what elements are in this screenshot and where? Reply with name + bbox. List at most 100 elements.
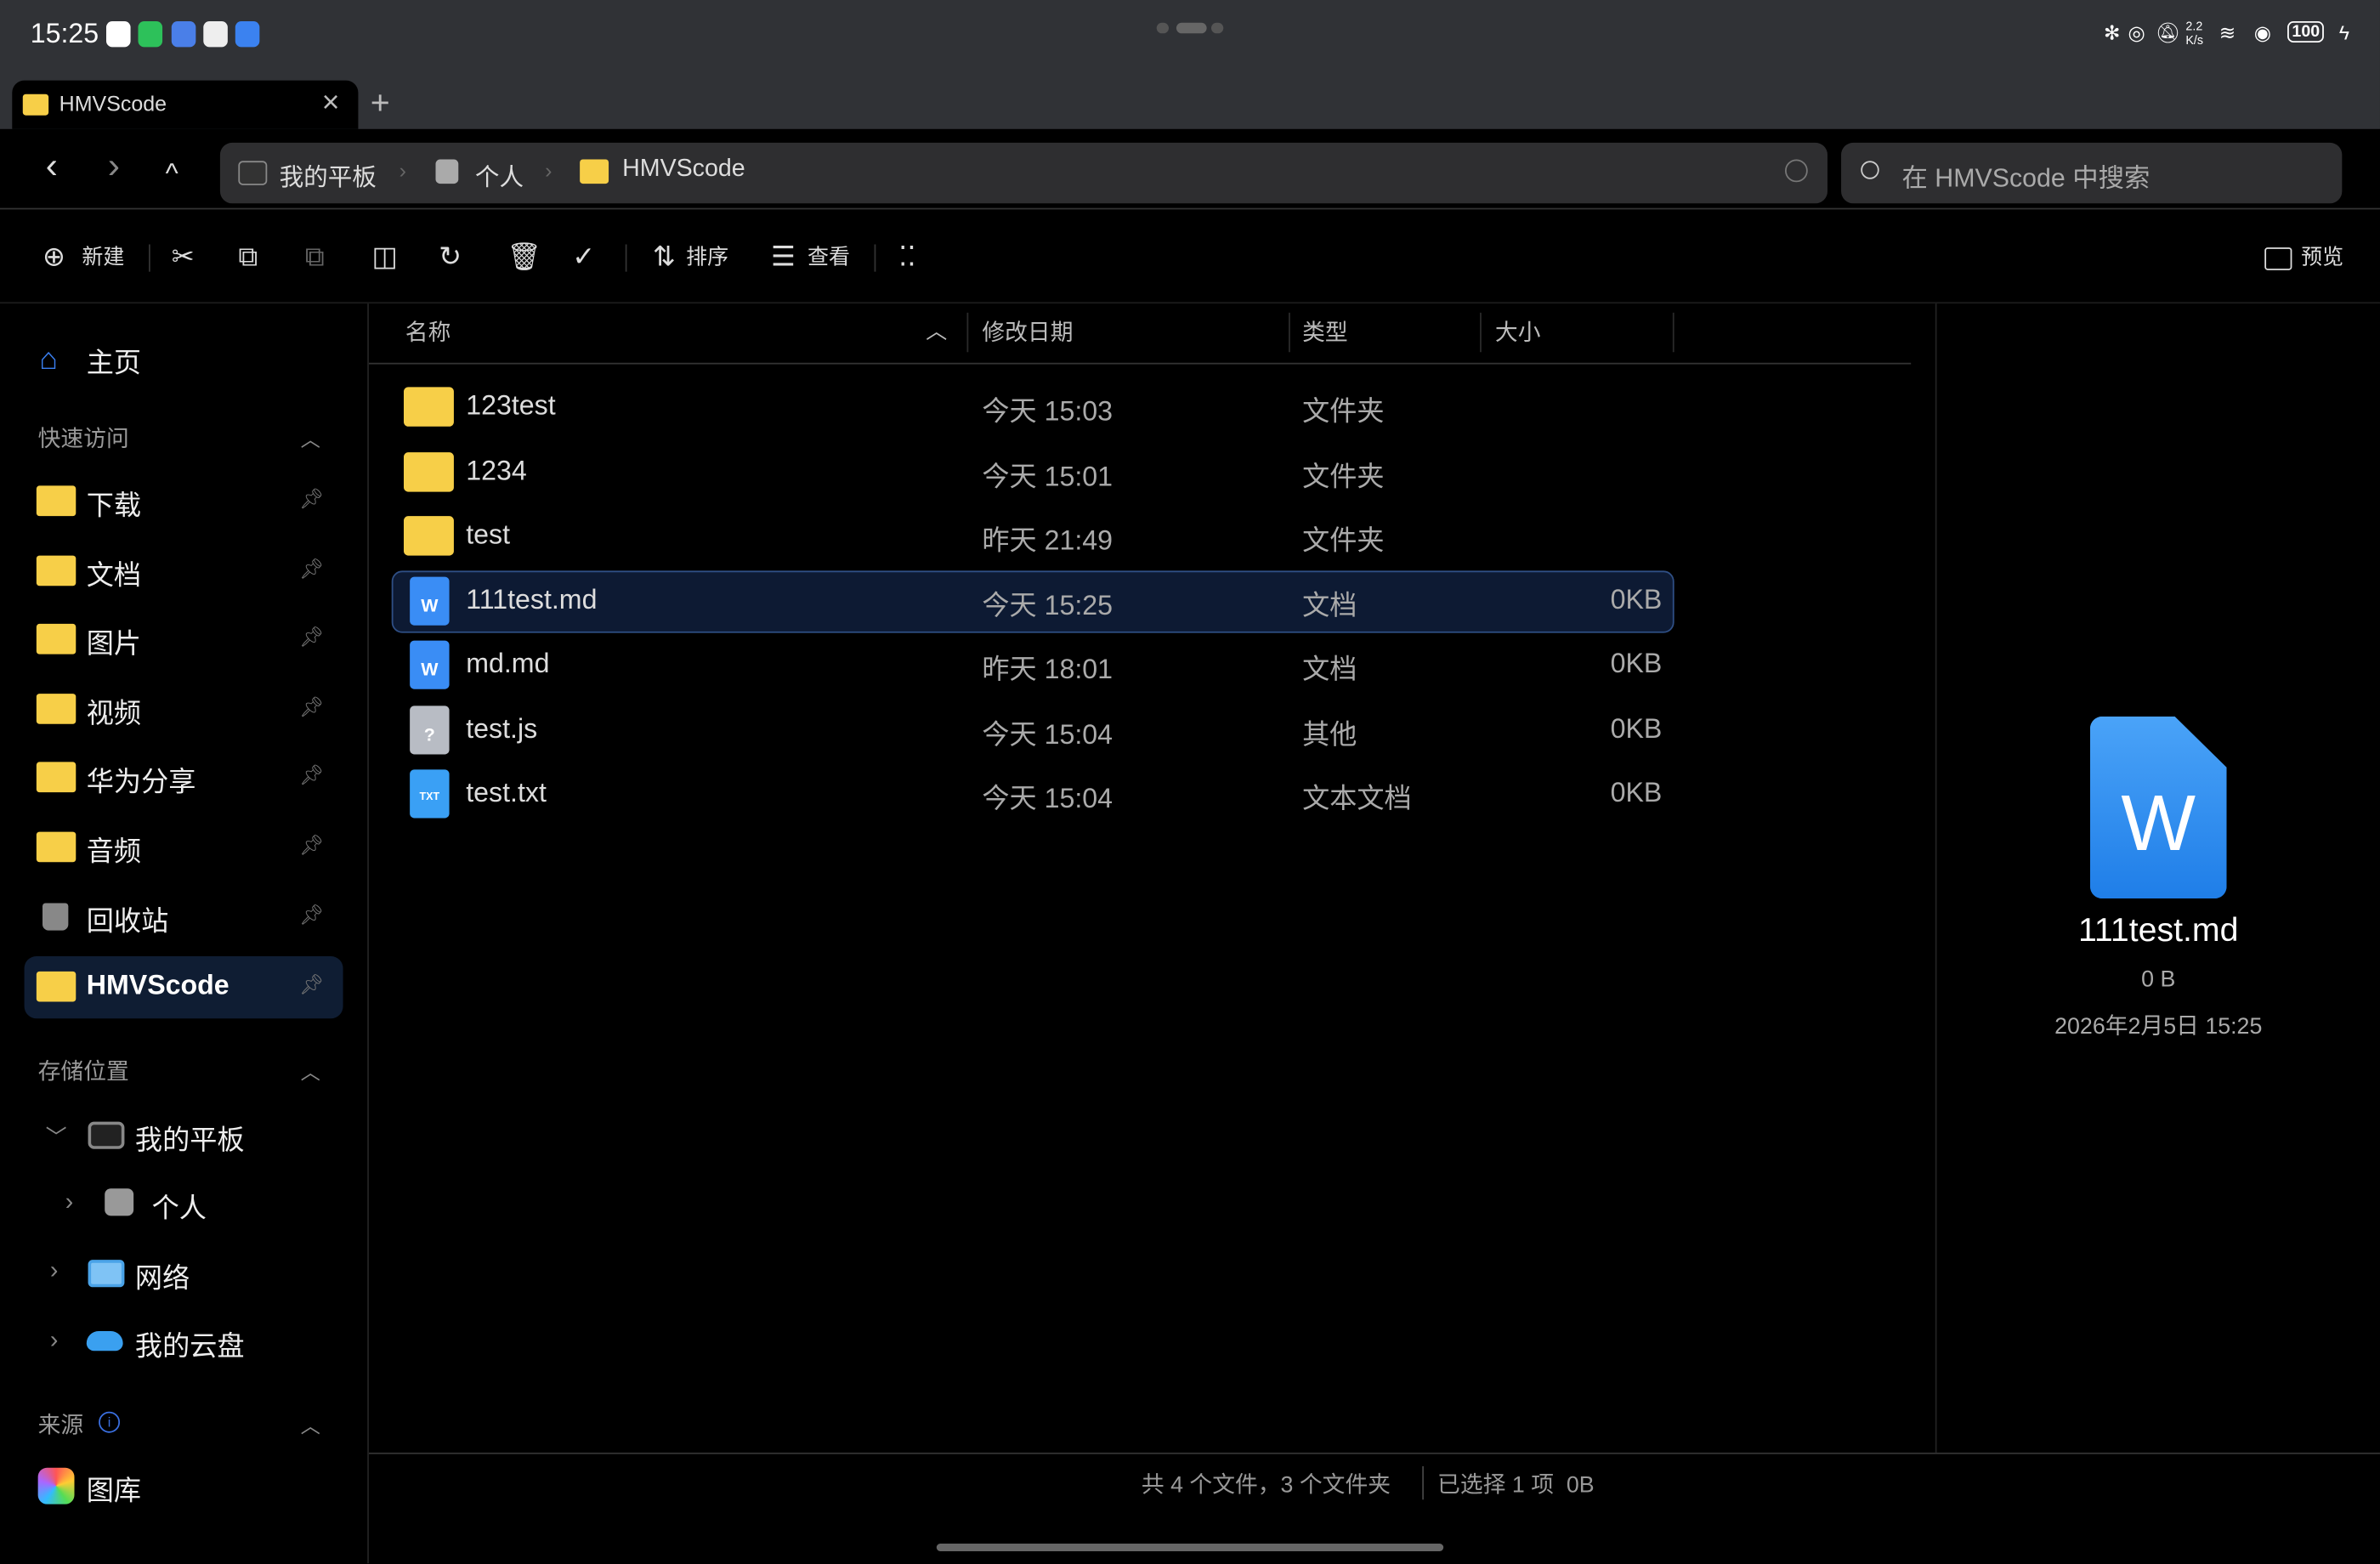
pin-icon[interactable]: 📌︎ [298, 557, 325, 581]
sidebar-item-quick[interactable]: HMVScode [86, 970, 230, 1000]
sort-button[interactable]: 排序 [686, 244, 729, 269]
tab-hmvscode[interactable] [12, 80, 359, 129]
home-indicator[interactable] [936, 1544, 1444, 1551]
column-size[interactable]: 大小 [1494, 320, 1541, 347]
back-button[interactable]: ‹ [45, 145, 58, 187]
column-divider[interactable] [1672, 312, 1674, 353]
pin-icon[interactable]: 📌︎ [298, 694, 325, 718]
expand-right-icon[interactable]: › [49, 1258, 59, 1284]
folder-icon [36, 485, 76, 517]
rename-icon[interactable]: ↻ [439, 241, 462, 272]
word-file-icon: W [410, 640, 450, 689]
file-name[interactable]: md.md [466, 648, 550, 679]
column-date[interactable]: 修改日期 [982, 320, 1074, 347]
forward-button[interactable]: › [107, 145, 121, 187]
gallery-icon [37, 1467, 75, 1504]
collapse-icon[interactable]: ︿ [300, 428, 320, 451]
pin-icon[interactable]: 📌︎ [298, 487, 325, 510]
search-icon [1861, 161, 1879, 179]
search-placeholder[interactable]: 在 HMVScode 中搜索 [1901, 163, 2150, 193]
new-tab-button[interactable]: + [370, 83, 390, 122]
cut-icon[interactable]: ✂ [171, 241, 195, 272]
home-icon: ⌂ [39, 343, 59, 377]
file-type: 文本文档 [1302, 783, 1412, 814]
column-divider[interactable] [966, 312, 969, 353]
sidebar-item-quick[interactable]: 回收站 [86, 906, 169, 937]
column-divider[interactable] [1289, 312, 1290, 353]
folder-icon [36, 971, 76, 1002]
preview-pane-icon [2264, 247, 2292, 270]
copy-icon[interactable]: ⧉ [238, 241, 258, 272]
file-size: 0KB [1610, 712, 1663, 744]
paste-icon[interactable]: ⧉ [304, 241, 325, 272]
file-name[interactable]: test.txt [466, 777, 547, 808]
select-icon[interactable]: ✓ [572, 241, 596, 272]
column-type[interactable]: 类型 [1302, 320, 1348, 347]
sidebar-item-quick[interactable]: 华为分享 [86, 766, 196, 797]
sidebar-item-my-tablet[interactable]: 我的平板 [134, 1125, 245, 1155]
sidebar-item-quick[interactable]: 文档 [86, 559, 142, 591]
file-name[interactable]: 123test [466, 389, 556, 421]
preview-file-date: 2026年2月5日 15:25 [2054, 1013, 2263, 1040]
file-name[interactable]: test.js [466, 712, 538, 744]
sidebar-item-personal[interactable]: 个人 [151, 1193, 207, 1224]
preview-button[interactable]: 预览 [2301, 244, 2344, 269]
more-icon[interactable]: ⁚⁚ [898, 241, 916, 272]
sidebar-item-quick[interactable]: 下载 [86, 490, 142, 521]
sidebar-item-gallery[interactable]: 图库 [86, 1475, 142, 1506]
expand-down-icon[interactable]: ﹀ [45, 1125, 67, 1149]
sidebar-item-quick[interactable]: 音频 [86, 836, 142, 867]
breadcrumb-personal[interactable]: 个人 [474, 165, 524, 191]
search-field[interactable] [1841, 142, 2343, 204]
preview-file-name: 111test.md [2077, 910, 2239, 949]
expand-right-icon[interactable]: › [65, 1189, 74, 1216]
tab-title[interactable]: HMVScode [59, 91, 167, 116]
pin-icon[interactable]: 📌︎ [298, 763, 325, 786]
new-button[interactable]: 新建 [82, 244, 125, 269]
sidebar-item-home[interactable]: 主页 [86, 347, 142, 378]
file-name[interactable]: 111test.md [466, 583, 598, 615]
breadcrumb-tablet[interactable]: 我的平板 [279, 165, 377, 191]
window-handle[interactable] [1156, 22, 1169, 34]
breadcrumb-current[interactable]: HMVScode [622, 156, 745, 183]
pin-icon[interactable]: 📌︎ [298, 833, 325, 857]
word-file-icon: W [410, 575, 450, 625]
battery-indicator: 100 [2287, 20, 2325, 42]
tab-close-icon[interactable]: × [321, 86, 340, 121]
sidebar-item-network[interactable]: 网络 [134, 1262, 190, 1294]
sort-ascending-icon[interactable]: ︿ [926, 318, 948, 343]
unknown-file-icon: ? [410, 705, 450, 754]
file-name[interactable]: 1234 [466, 454, 527, 485]
view-button[interactable]: 查看 [807, 244, 850, 269]
refresh-icon[interactable] [1784, 159, 1808, 183]
footer-divider [1422, 1465, 1424, 1500]
sidebar-item-quick[interactable]: 视频 [86, 698, 142, 729]
file-type: 文档 [1302, 654, 1357, 685]
drive-icon [435, 159, 459, 184]
sidebar-item-quick[interactable]: 图片 [86, 628, 142, 659]
sidebar-border [367, 303, 369, 1564]
collapse-icon[interactable]: ︿ [300, 1061, 320, 1084]
column-divider[interactable] [1480, 312, 1482, 353]
file-name[interactable]: test [466, 518, 511, 550]
address-bar[interactable] [219, 142, 1828, 204]
pin-icon[interactable]: 📌︎ [298, 972, 325, 996]
info-icon[interactable]: i [99, 1411, 121, 1433]
delete-icon[interactable]: 🗑︎ [507, 241, 542, 272]
column-name[interactable]: 名称 [405, 320, 451, 347]
up-button[interactable]: ^ [165, 157, 178, 189]
folder-icon [403, 387, 454, 427]
file-type: 文档 [1302, 589, 1357, 620]
collapse-icon[interactable]: ︿ [300, 1414, 320, 1438]
sidebar-item-cloud[interactable]: 我的云盘 [134, 1331, 245, 1362]
move-icon[interactable]: ◫ [371, 241, 398, 272]
window-handle-center[interactable] [1176, 22, 1207, 34]
qq-icon [105, 20, 131, 48]
expand-right-icon[interactable]: › [49, 1328, 59, 1354]
pin-icon[interactable]: 📌︎ [298, 903, 325, 926]
breadcrumb-separator: › [399, 157, 406, 183]
status-time: 15:25 [30, 18, 99, 49]
pin-icon[interactable]: 📌︎ [298, 625, 325, 649]
file-type: 文件夹 [1302, 460, 1385, 491]
divider [0, 207, 2380, 210]
